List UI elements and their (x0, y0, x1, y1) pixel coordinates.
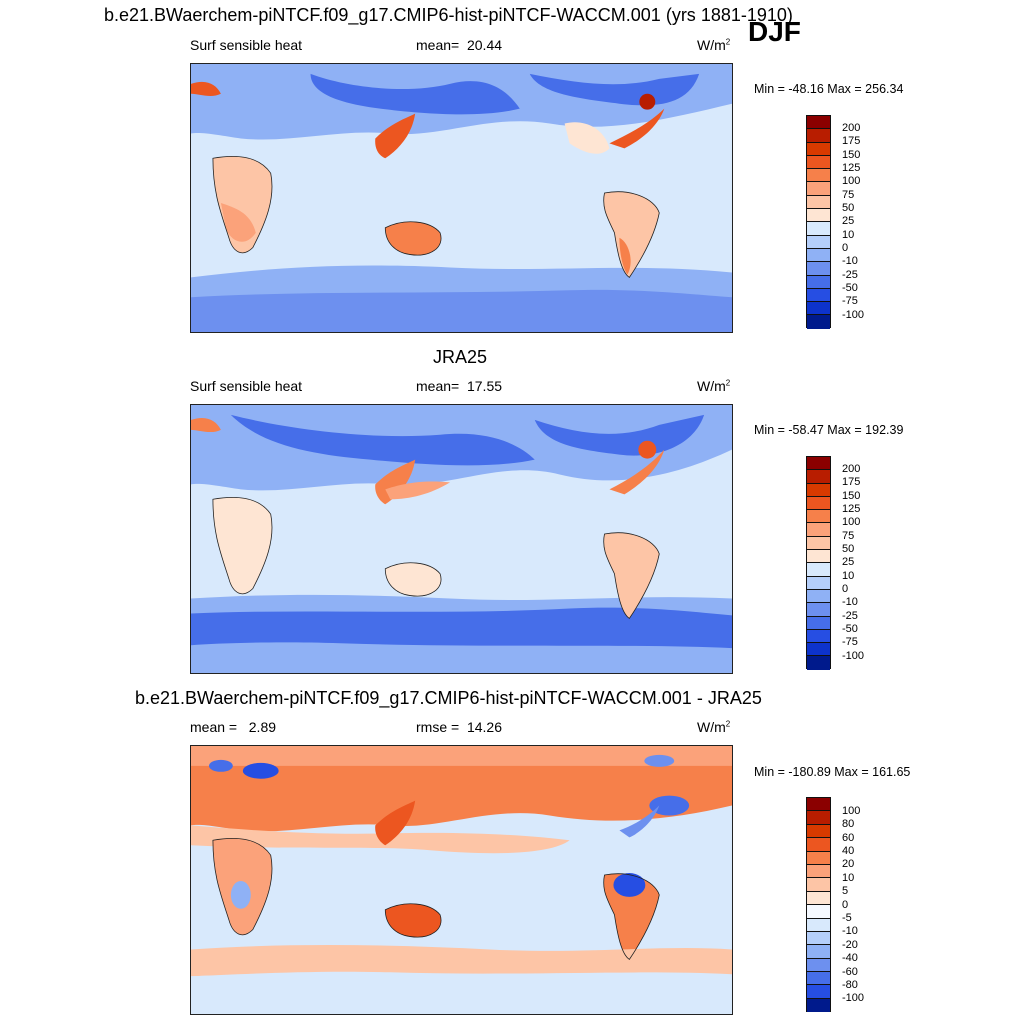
panel2-map-field (191, 405, 732, 673)
panel3-mean: mean = 2.89 (190, 719, 277, 735)
panel3-cbar-label: 0 (842, 899, 849, 911)
panel2-cbar-label: -50 (842, 623, 858, 635)
panel2-units: W/m2 (697, 378, 731, 394)
panel3-cbar-label: -20 (842, 939, 858, 951)
panel2-title: JRA25 (433, 347, 488, 367)
panel3-rmse: rmse = 14.26 (416, 719, 503, 735)
panel2-mean: mean= 17.55 (416, 378, 503, 394)
panel1-units: W/m2 (697, 37, 731, 53)
panel3-cbar-label: 40 (842, 845, 855, 857)
panel3-cbar-label: 5 (842, 885, 849, 897)
panel2-colorbar (806, 456, 831, 670)
panel1-cbar-label: -10 (842, 255, 858, 267)
panel1-mean: mean= 20.44 (416, 37, 503, 53)
panel1-cbar-label: -100 (842, 309, 865, 321)
panel1-cbar-label: 25 (842, 215, 855, 227)
panel3-units: W/m2 (697, 719, 731, 735)
panel1-minmax: Min = -48.16 Max = 256.34 (754, 82, 904, 96)
panel3-colorbar (806, 797, 831, 1013)
panel1-cbar-label: 75 (842, 189, 855, 201)
panel2-cbar-label: 150 (842, 490, 861, 502)
case-title: b.e21.BWaerchem-piNTCF.f09_g17.CMIP6-his… (104, 5, 793, 25)
panel3-cbar-label: 80 (842, 818, 855, 830)
panel3-cbar-label: -80 (842, 979, 858, 991)
panel1-map (190, 63, 733, 333)
panel3-minmax: Min = -180.89 Max = 161.65 (754, 765, 911, 779)
panel1-cbar-label: 125 (842, 162, 861, 174)
panel3-cbar-label: 100 (842, 805, 861, 817)
panel3-cbar-label: -100 (842, 992, 865, 1004)
season-label: DJF (748, 16, 801, 47)
panel1-variable: Surf sensible heat (190, 37, 303, 53)
panel3-map-field (191, 746, 732, 1014)
panel3-cbar-label: 10 (842, 872, 855, 884)
panel1-cbar-label: 100 (842, 175, 861, 187)
panel2-cbar-label: 10 (842, 570, 855, 582)
panel1-colorbar (806, 115, 831, 329)
panel1-cbar-label: 200 (842, 122, 861, 134)
panel2-cbar-label: 25 (842, 556, 855, 568)
panel3-cbar-label: -60 (842, 966, 858, 978)
panel1-cbar-label: -75 (842, 295, 858, 307)
panel2-cbar-label: 0 (842, 583, 849, 595)
panel2-cbar-label: 175 (842, 476, 861, 488)
panel2-variable: Surf sensible heat (190, 378, 303, 394)
panel1-cbar-label: 0 (842, 242, 849, 254)
panel1-cbar-label: 50 (842, 202, 855, 214)
panel3-cbar-label: 20 (842, 858, 855, 870)
panel2-cbar-label: -75 (842, 636, 858, 648)
panel2-cbar-label: 75 (842, 530, 855, 542)
panel2-cbar-label: 100 (842, 516, 861, 528)
panel2-cbar-label: 200 (842, 463, 861, 475)
panel3-cbar-label: -10 (842, 925, 858, 937)
panel1-map-field (191, 64, 732, 332)
panel3-title: b.e21.BWaerchem-piNTCF.f09_g17.CMIP6-his… (135, 688, 762, 708)
panel2-map (190, 404, 733, 674)
panel2-cbar-label: -100 (842, 650, 865, 662)
panel3-cbar-label: -5 (842, 912, 852, 924)
panel2-cbar-label: -10 (842, 596, 858, 608)
panel3-cbar-label: 60 (842, 832, 855, 844)
panel1-cbar-label: -25 (842, 269, 858, 281)
panel1-cbar-label: 150 (842, 149, 861, 161)
panel1-cbar-label: -50 (842, 282, 858, 294)
panel3-map (190, 745, 733, 1015)
panel1-cbar-label: 10 (842, 229, 855, 241)
panel1-cbar-label: 175 (842, 135, 861, 147)
panel2-cbar-label: -25 (842, 610, 858, 622)
panel3-cbar-label: -40 (842, 952, 858, 964)
panel2-cbar-label: 125 (842, 503, 861, 515)
panel2-minmax: Min = -58.47 Max = 192.39 (754, 423, 904, 437)
panel2-cbar-label: 50 (842, 543, 855, 555)
